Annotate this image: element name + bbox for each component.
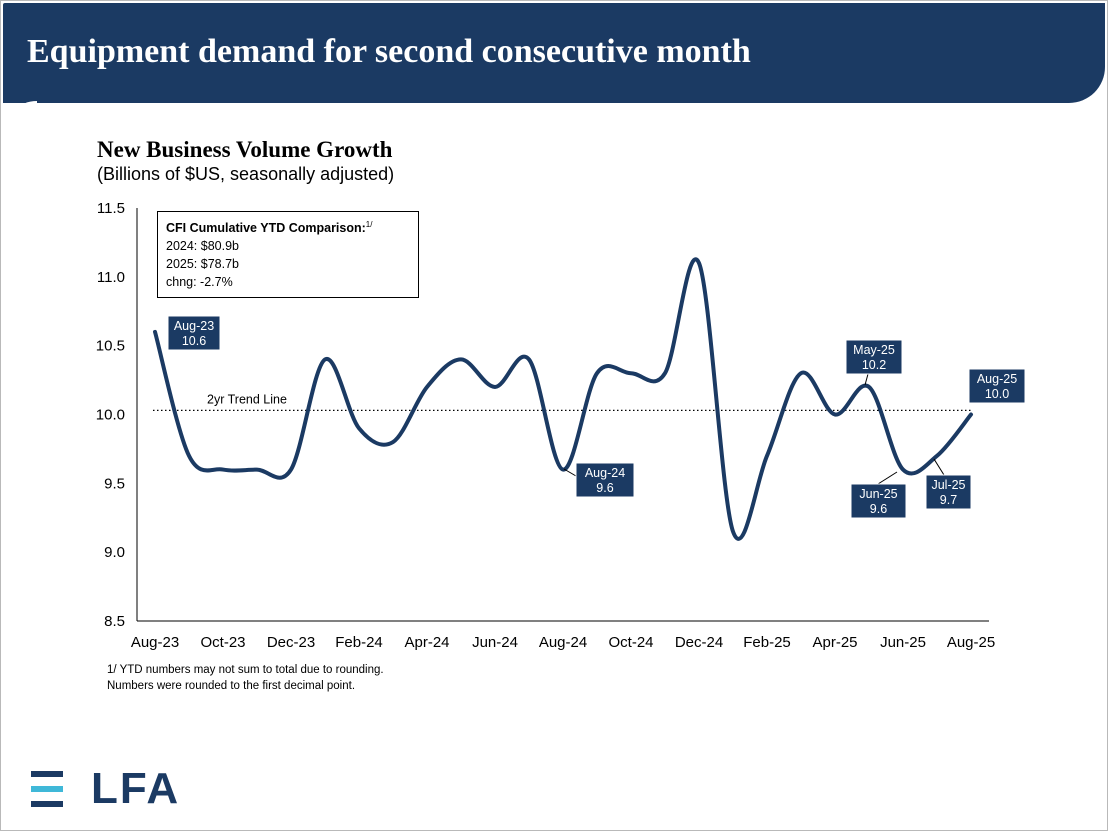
x-tick-label: Apr-24 <box>404 634 449 651</box>
ytd-box-footnote-mark: 1/ <box>365 220 373 229</box>
callout-value: 10.0 <box>985 387 1009 401</box>
data-point <box>765 454 769 457</box>
footnote-line-2: Numbers were rounded to the first decima… <box>107 680 356 692</box>
data-point <box>527 358 531 361</box>
data-point <box>289 468 293 471</box>
data-point <box>187 454 191 457</box>
trend-line-label: 2yr Trend Line <box>207 392 287 406</box>
x-tick-label: Aug-25 <box>947 634 995 651</box>
callout-value: 10.2 <box>862 358 886 372</box>
x-tick-label: Jun-25 <box>880 634 926 651</box>
ytd-line-2025: 2025: $78.7b <box>166 257 239 272</box>
callout-leader <box>933 458 945 476</box>
ytd-box-title: CFI Cumulative YTD Comparison:1/ <box>166 220 373 236</box>
data-point <box>391 440 395 444</box>
data-point <box>595 372 599 375</box>
callout-value: 9.7 <box>940 493 957 507</box>
callout-box <box>925 474 972 510</box>
elfa-logo-text: LFA <box>91 764 181 813</box>
y-tick-label: 10.0 <box>96 407 125 424</box>
data-point <box>697 261 701 265</box>
y-tick-label: 11.5 <box>97 200 125 217</box>
x-tick-label: Aug-23 <box>131 634 179 651</box>
ytd-line-change: chng: -2.7% <box>166 275 233 290</box>
callout-label: Jul-25 <box>931 478 965 492</box>
callout-label: Jun-25 <box>859 487 897 501</box>
data-point <box>255 468 259 471</box>
data-point <box>629 372 633 375</box>
data-point <box>493 385 497 389</box>
header-bar: Equipment demand for second consecutive … <box>3 3 1105 103</box>
x-tick-label: Feb-24 <box>335 634 383 651</box>
footnote: 1/ YTD numbers may not sum to total due … <box>107 662 384 694</box>
data-point <box>357 427 361 430</box>
data-point <box>935 454 939 457</box>
data-point <box>663 372 667 375</box>
callout-box <box>850 483 907 519</box>
ytd-comparison-box: CFI Cumulative YTD Comparison:1/ 2024: $… <box>157 211 419 298</box>
x-tick-label: Aug-24 <box>539 634 587 651</box>
chart-title: New Business Volume Growth <box>97 137 393 162</box>
chart-subtitle: (Billions of $US, seasonally adjusted) <box>97 164 395 184</box>
callout-label: Aug-24 <box>585 466 625 480</box>
series-line <box>153 257 973 541</box>
footnote-line-1: 1/ YTD numbers may not sum to total due … <box>107 664 384 676</box>
y-tick-label: 9.5 <box>104 475 125 492</box>
x-tick-label: Apr-25 <box>812 634 857 651</box>
callout-value: 10.6 <box>182 334 206 348</box>
callout-box <box>845 339 903 375</box>
callout-leader <box>864 373 869 386</box>
x-tick-label: Dec-24 <box>675 634 723 651</box>
data-point <box>901 468 905 471</box>
data-point <box>561 468 565 471</box>
callout-box <box>968 368 1026 404</box>
y-tick-label: 11.0 <box>97 269 125 286</box>
y-tick-label: 10.5 <box>96 338 125 355</box>
elfa-logo: LFA <box>31 767 178 816</box>
callout-value: 9.6 <box>596 481 613 495</box>
y-tick-label: 9.0 <box>104 544 125 561</box>
data-point <box>867 385 871 389</box>
x-tick-label: Dec-23 <box>267 634 315 651</box>
callout-value: 9.6 <box>870 502 887 516</box>
data-point <box>425 385 429 389</box>
x-tick-label: Oct-24 <box>608 634 653 651</box>
callout-leader <box>877 471 898 485</box>
data-point <box>323 358 327 361</box>
data-point <box>153 330 157 334</box>
x-tick-label: Oct-23 <box>200 634 245 651</box>
callout-label: May-25 <box>853 343 895 357</box>
elfa-logo-e-mark <box>31 771 63 807</box>
x-tick-label: Feb-25 <box>743 634 791 651</box>
data-point <box>221 468 225 471</box>
x-tick-label: Jun-24 <box>472 634 518 651</box>
callout-box <box>167 315 221 351</box>
data-point <box>969 413 973 416</box>
callout-label: Aug-25 <box>977 372 1017 386</box>
ytd-line-2024: 2024: $80.9b <box>166 239 239 254</box>
callout-leader <box>563 468 577 477</box>
callout-box <box>575 462 635 498</box>
data-point <box>799 372 803 375</box>
data-point <box>731 530 735 533</box>
data-point <box>459 358 463 361</box>
slide-title: Equipment demand for second consecutive … <box>27 33 751 70</box>
y-tick-label: 8.5 <box>104 613 125 630</box>
data-point <box>833 413 837 416</box>
callout-label: Aug-23 <box>174 319 214 333</box>
